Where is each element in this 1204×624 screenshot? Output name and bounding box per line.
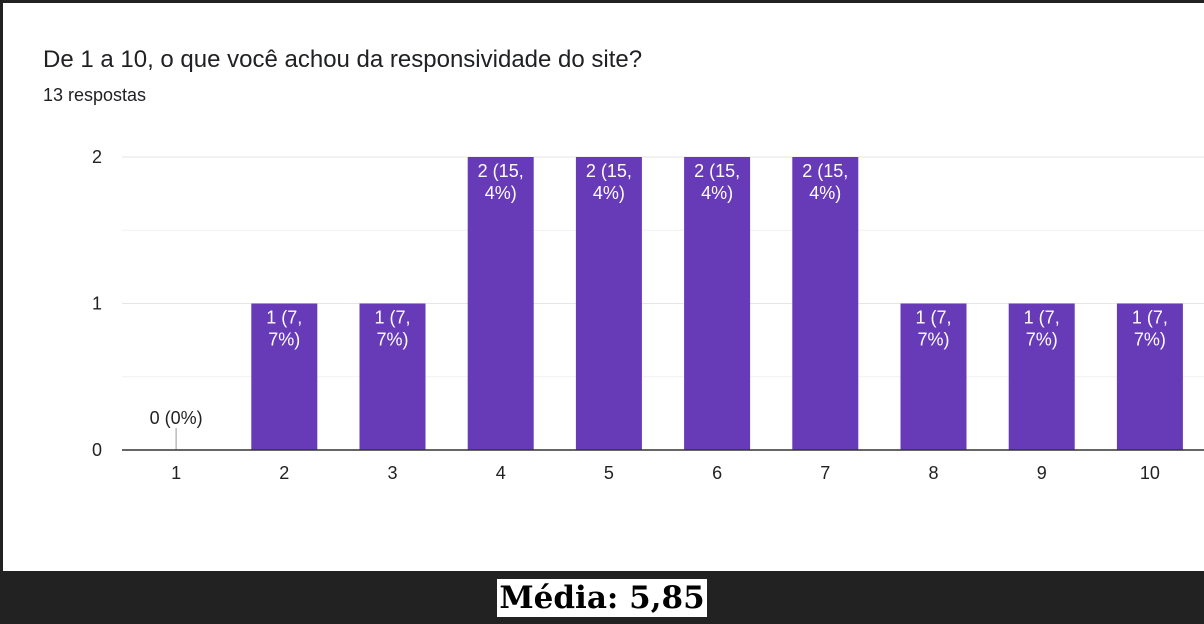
bar-5 <box>575 157 642 450</box>
data-label-10: 1 (7, 7%) <box>1132 308 1168 350</box>
y-tick-label-2: 2 <box>92 147 102 167</box>
x-tick-label-4: 4 <box>496 463 506 483</box>
data-label-4: 2 (15, 4%) <box>478 161 524 203</box>
bar-chart: 0 1 2 0 (0%) 1 1 (7, 7%) 2 1 (7, 7%) 3 2 (15, 4%) 4 2 … <box>92 147 1204 483</box>
x-tick-label-6: 6 <box>712 463 722 483</box>
data-label-1: 0 (0%) <box>150 408 203 428</box>
x-tick-label-1: 1 <box>171 463 181 483</box>
x-tick-label-7: 7 <box>820 463 830 483</box>
data-label-9: 1 (7, 7%) <box>1024 308 1060 350</box>
question-title: De 1 a 10, o que você achou da responsiv… <box>43 46 643 73</box>
x-tick-label-3: 3 <box>387 463 397 483</box>
bar-10 <box>1116 303 1183 450</box>
x-tick-label-8: 8 <box>928 463 938 483</box>
data-label-7: 2 (15, 4%) <box>802 161 848 203</box>
data-label-5: 2 (15, 4%) <box>586 161 632 203</box>
y-tick-label-1: 1 <box>92 294 102 314</box>
x-tick-label-9: 9 <box>1037 463 1047 483</box>
response-count: 13 respostas <box>43 85 147 105</box>
average-caption: Média: 5,85 <box>497 578 707 617</box>
bar-6 <box>684 157 751 450</box>
x-tick-label-5: 5 <box>604 463 614 483</box>
data-label-3: 1 (7, 7%) <box>374 308 410 350</box>
bar-9 <box>1008 303 1075 450</box>
x-tick-label-10: 10 <box>1140 463 1160 483</box>
x-tick-label-2: 2 <box>279 463 289 483</box>
bar-7 <box>792 157 859 450</box>
bar-4 <box>467 157 534 450</box>
data-label-8: 1 (7, 7%) <box>915 308 951 350</box>
chart-card: De 1 a 10, o que você achou da responsiv… <box>3 3 1204 571</box>
bar-3 <box>359 303 426 450</box>
bar-2 <box>251 303 318 450</box>
bar-8 <box>900 303 967 450</box>
data-label-2: 1 (7, 7%) <box>266 308 302 350</box>
y-tick-label-0: 0 <box>92 440 102 460</box>
caption-bar: Média: 5,85 <box>0 571 1204 624</box>
data-label-6: 2 (15, 4%) <box>694 161 740 203</box>
